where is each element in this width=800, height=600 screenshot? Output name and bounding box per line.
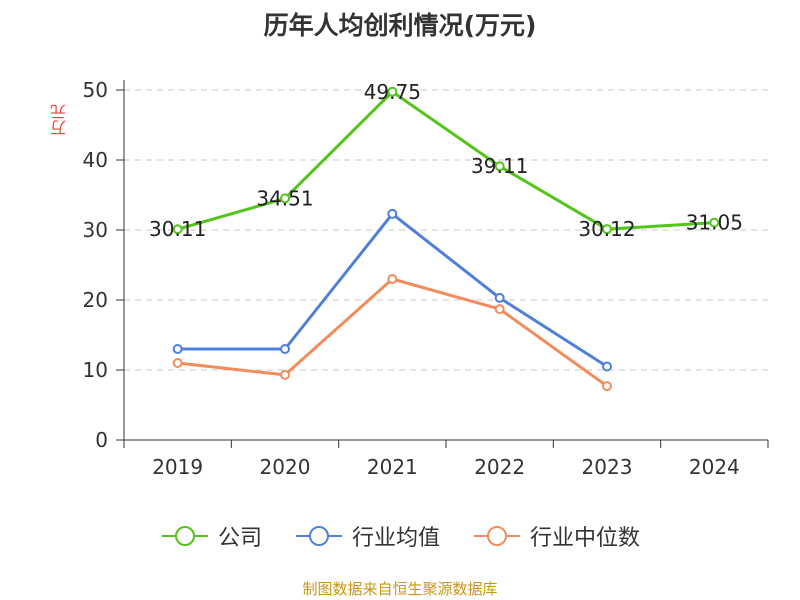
data-label: 30.12 — [578, 217, 635, 241]
legend-item-industry-median[interactable]: 行业中位数 — [472, 520, 640, 552]
x-tick-label: 2024 — [689, 455, 740, 479]
legend: 公司 行业均值 行业中位数 — [0, 520, 800, 552]
y-tick-label: 40 — [83, 148, 108, 172]
data-point-0 — [494, 161, 505, 172]
data-point-2 — [494, 304, 505, 315]
y-tick-label: 20 — [83, 288, 108, 312]
data-point-1 — [602, 361, 612, 372]
y-tick-label: 50 — [83, 78, 108, 102]
data-point-2 — [602, 381, 612, 392]
series-line-0 — [177, 90, 715, 231]
data-point-0 — [602, 224, 612, 235]
y-tick-label: 0 — [95, 428, 108, 452]
x-tick-label: 2021 — [367, 455, 418, 479]
x-tick-label: 2023 — [582, 455, 633, 479]
plot-area: 0 10 20 30 40 50 2019 2020 2021 2022 2023 2024 30.11… — [83, 78, 769, 479]
x-tick-label: 2019 — [152, 455, 203, 479]
legend-label-industry-median: 行业中位数 — [530, 526, 641, 551]
data-point-0 — [280, 193, 290, 204]
y-tick-label: 30 — [83, 218, 108, 242]
data-label: 34.51 — [256, 186, 313, 210]
data-point-1 — [387, 208, 398, 219]
data-point-2 — [387, 274, 398, 284]
data-label: 39.11 — [471, 154, 528, 178]
data-point-2 — [280, 369, 290, 380]
legend-item-company[interactable]: 公司 — [160, 520, 262, 552]
data-label: 49.75 — [364, 80, 421, 104]
legend-label-industry-mean: 行业均值 — [351, 526, 440, 551]
legend-industry-mean-marker — [295, 526, 342, 546]
legend-company-marker — [161, 526, 208, 546]
series-line-1 — [177, 212, 608, 368]
y-tick-label: 10 — [83, 358, 108, 382]
chart-title: 历年人均创利情况(万元) — [263, 11, 537, 40]
data-point-1 — [494, 292, 505, 303]
legend-industry-median-marker — [474, 526, 520, 546]
legend-item-industry-mean[interactable]: 行业均值 — [294, 520, 440, 552]
data-point-0 — [172, 224, 183, 235]
data-point-0 — [709, 217, 720, 228]
data-label: 31.05 — [686, 211, 743, 235]
data-point-1 — [280, 344, 290, 354]
x-tick-label: 2022 — [474, 455, 525, 479]
data-point-1 — [172, 344, 183, 354]
legend-label-company: 公司 — [217, 526, 262, 551]
data-point-0 — [387, 86, 398, 97]
data-point-2 — [172, 358, 183, 368]
data-label: 30.11 — [149, 217, 206, 241]
x-tick-label: 2020 — [260, 455, 311, 479]
data-source-note: 制图数据来自恒生聚源数据库 — [302, 580, 498, 598]
